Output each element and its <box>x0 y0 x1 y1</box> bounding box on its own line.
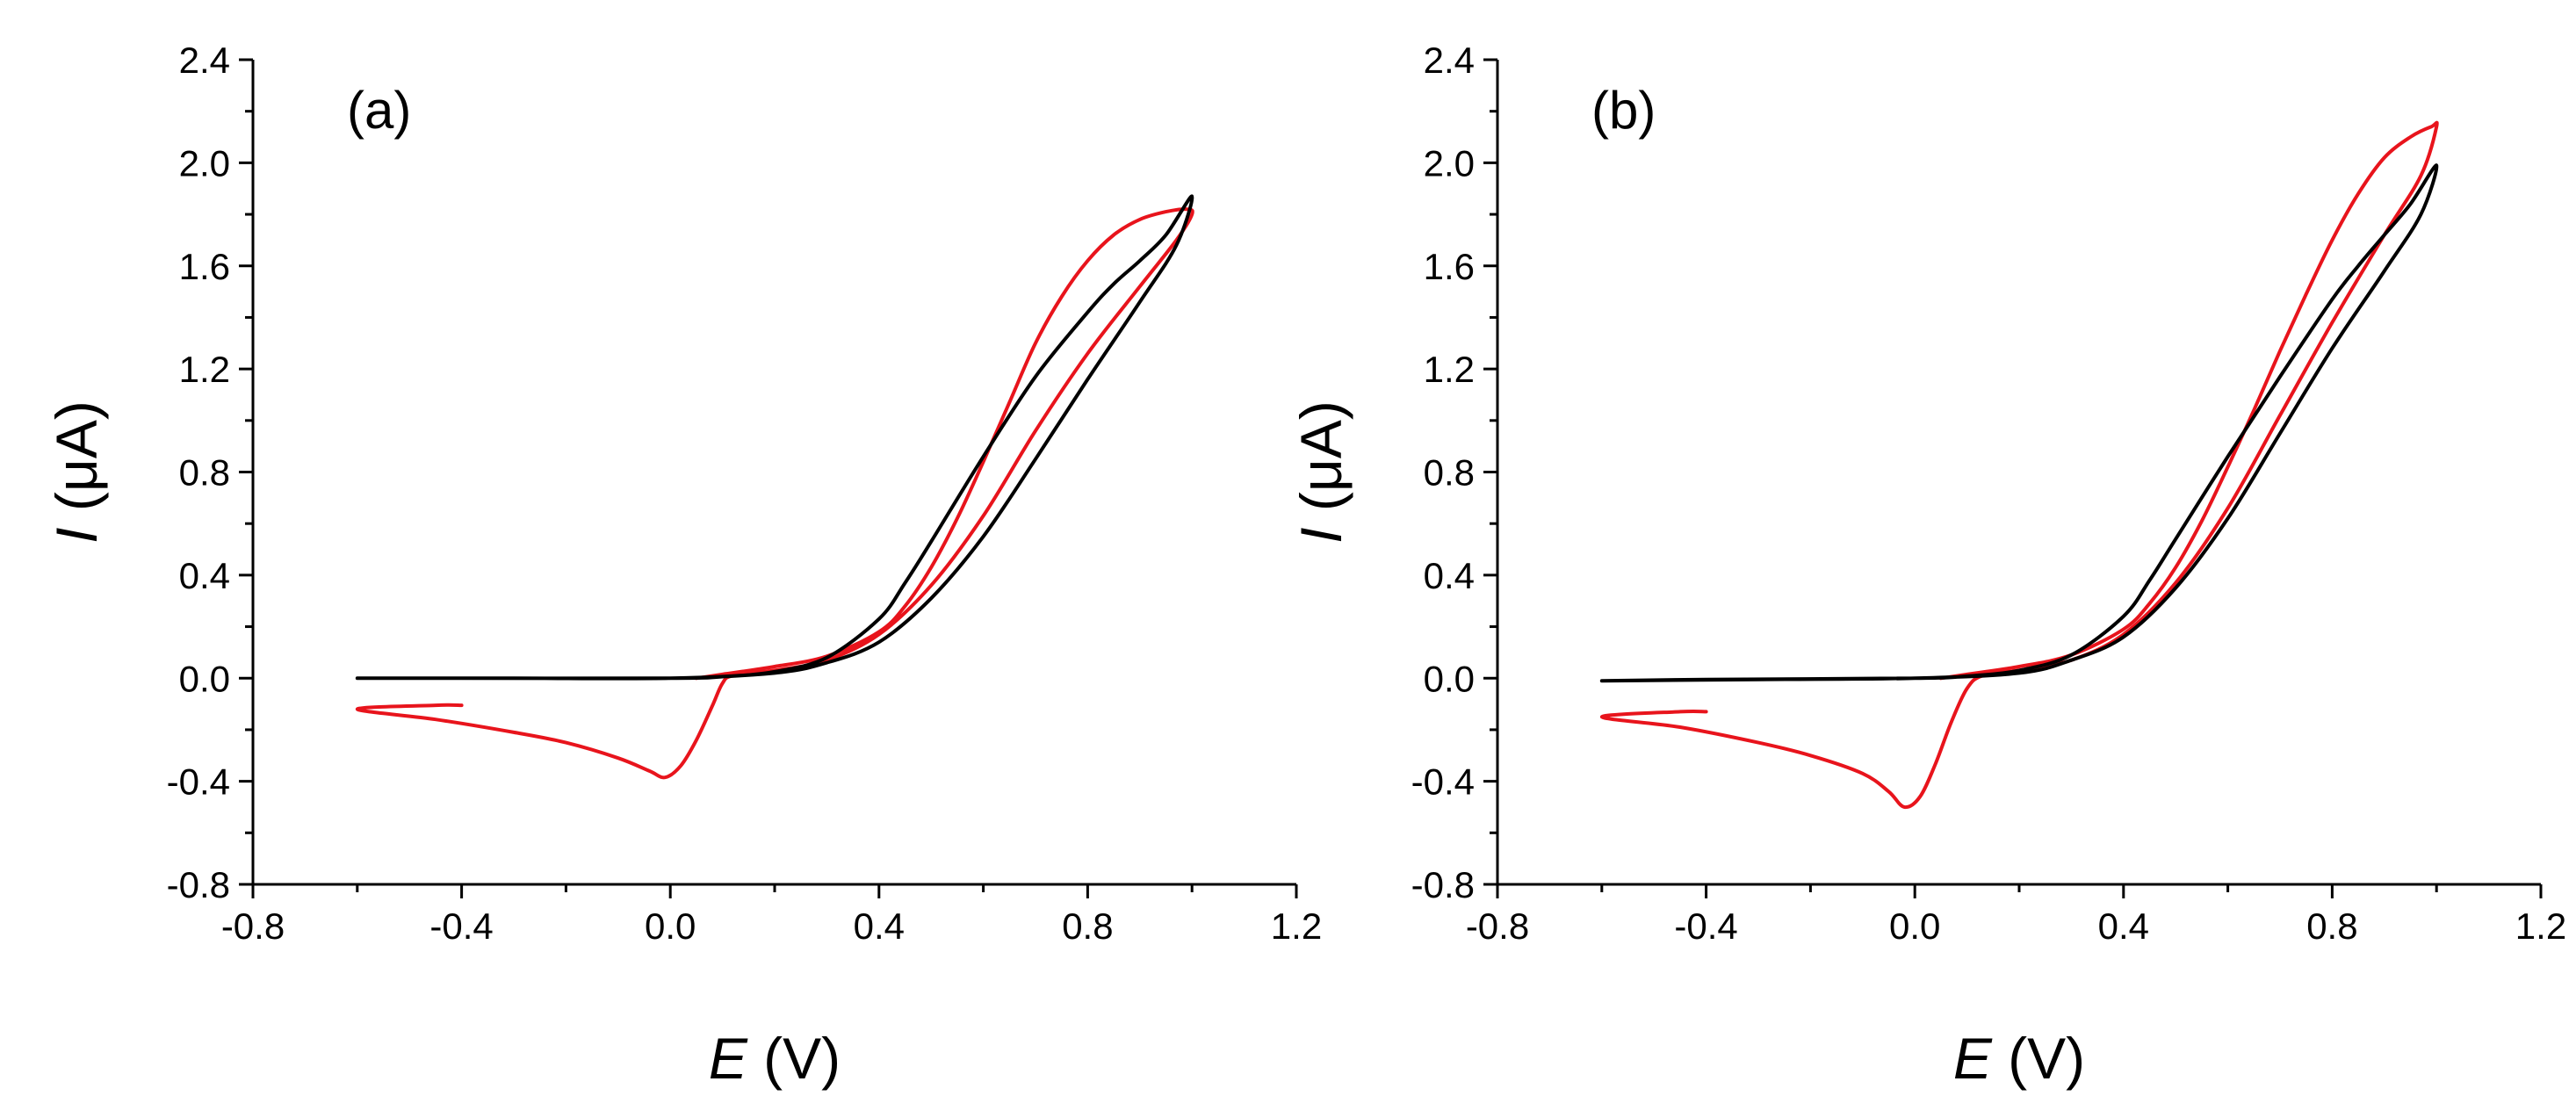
y-tick-label: 0.0 <box>179 658 230 699</box>
y-tick-label: 2.0 <box>179 142 230 184</box>
y-tick-label: -0.8 <box>1411 864 1475 905</box>
y-axis-symbol: I <box>44 528 109 544</box>
y-axis-title: I (μA) <box>44 400 109 544</box>
y-tick-label: 2.4 <box>1424 40 1475 81</box>
y-tick-label: 0.4 <box>1424 555 1475 596</box>
x-tick-label: 0.4 <box>2098 905 2149 947</box>
y-axis-unit: (μA) <box>44 400 109 527</box>
y-tick-label: 1.6 <box>179 246 230 287</box>
y-axis-title: I (μA) <box>1288 400 1353 544</box>
panel-label: (a) <box>347 81 411 140</box>
x-tick-label: 0.8 <box>1062 905 1113 947</box>
x-tick-label: -0.4 <box>1674 905 1737 947</box>
x-axis-title: E (V) <box>1953 1026 2085 1091</box>
y-tick-label: -0.4 <box>167 761 230 803</box>
series-red-line <box>355 207 1194 780</box>
chart-panel-b: -0.8 -0.4 0.0 0.4 0.8 1.2 -0.8 -0.4 0.0 0.4 0.8 1.2… <box>1288 40 2566 1091</box>
y-tick-label: 1.2 <box>179 349 230 390</box>
chart-panel-a: -0.8 -0.4 0.0 0.4 0.8 1.2 -0.8 -0.4 0.0 0.4 0.8 1.2… <box>44 40 1322 1091</box>
x-tick-label: 0.8 <box>2306 905 2357 947</box>
y-tick-label: 0.4 <box>179 555 230 596</box>
x-axis-symbol: E <box>1953 1026 1993 1091</box>
y-tick-label: 0.8 <box>179 452 230 494</box>
y-tick-label: 1.2 <box>1424 349 1475 390</box>
y-axis-unit: (μA) <box>1288 400 1353 527</box>
y-axis-symbol: I <box>1288 528 1353 544</box>
x-tick-label: -0.4 <box>429 905 493 947</box>
x-tick-label: -0.8 <box>221 905 285 947</box>
x-axis-title: E (V) <box>709 1026 841 1091</box>
x-axis-unit: (V) <box>747 1026 841 1091</box>
series-black-line <box>355 194 1194 681</box>
x-tick-label: -0.8 <box>1466 905 1529 947</box>
x-tick-label: 1.2 <box>1271 905 1322 947</box>
x-tick-label: 0.0 <box>1889 905 1940 947</box>
x-axis-unit: (V) <box>1992 1026 2085 1091</box>
y-tick-label: 0.8 <box>1424 452 1475 494</box>
y-tick-label: 2.4 <box>179 40 230 81</box>
series-black-line <box>1599 163 2439 683</box>
x-tick-label: 0.0 <box>645 905 696 947</box>
panel-label: (b) <box>1591 81 1656 140</box>
x-tick-label: 0.4 <box>854 905 905 947</box>
x-tick-label: 1.2 <box>2515 905 2566 947</box>
x-axis-symbol: E <box>709 1026 748 1091</box>
y-tick-label: 0.0 <box>1424 658 1475 699</box>
y-tick-label: 2.0 <box>1424 142 1475 184</box>
y-tick-label: -0.4 <box>1411 761 1475 803</box>
y-tick-label: 1.6 <box>1424 246 1475 287</box>
y-tick-label: -0.8 <box>167 864 230 905</box>
series-red-line <box>1599 120 2439 810</box>
